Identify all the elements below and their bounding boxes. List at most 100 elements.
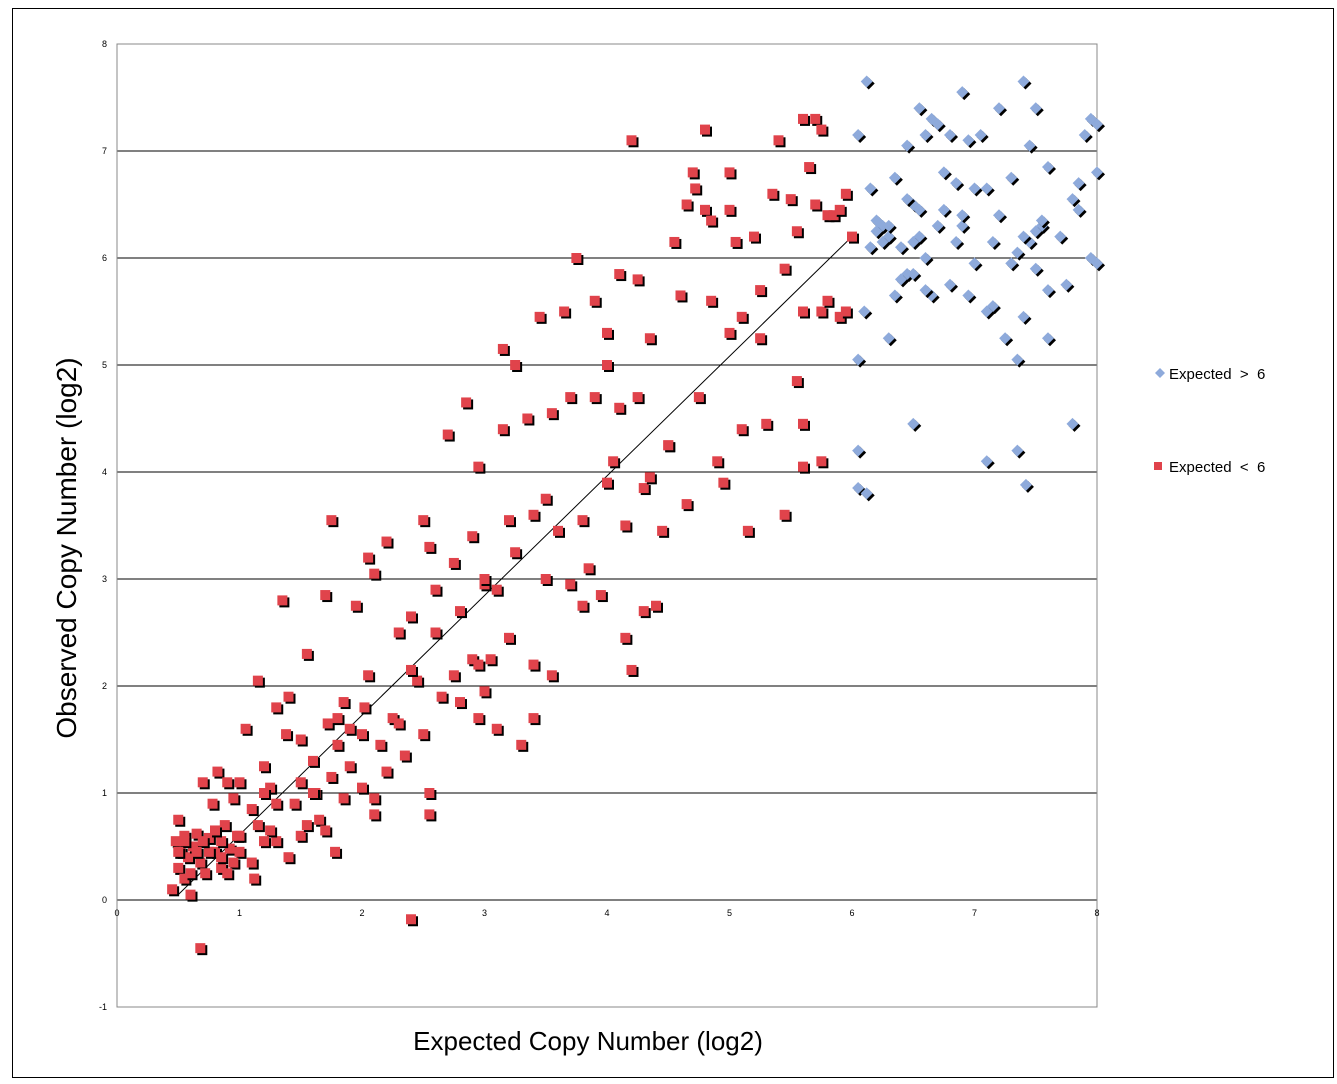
point-square: [485, 654, 496, 665]
point-square: [393, 627, 404, 638]
point-square: [222, 868, 233, 879]
point-square: [810, 199, 821, 210]
point-square: [222, 777, 233, 788]
legend-square-icon: [1154, 462, 1162, 470]
point-diamond: [913, 102, 926, 115]
point-diamond: [876, 235, 889, 248]
point-square: [195, 943, 206, 954]
point-diamond: [858, 305, 871, 318]
point-square: [406, 664, 416, 675]
point-diamond: [993, 209, 1005, 222]
point-square: [381, 766, 392, 777]
y-tick-label: 4: [102, 467, 107, 477]
point-square: [369, 793, 380, 804]
point-square: [706, 215, 717, 226]
point-square: [473, 659, 484, 670]
point-diamond: [1072, 203, 1085, 216]
point-diamond: [1035, 214, 1048, 227]
point-diamond: [919, 128, 932, 141]
point-square: [724, 327, 735, 338]
legend-entry-expected-gt-6: Expected > 6: [1155, 366, 1265, 383]
y-axis-label: Observed Copy Number (log2): [51, 357, 82, 738]
point-square: [259, 788, 269, 798]
point-diamond: [913, 203, 926, 216]
point-diamond: [1029, 225, 1042, 238]
point-diamond: [1042, 161, 1054, 174]
x-tick-label: 4: [604, 908, 609, 918]
point-square: [700, 124, 710, 135]
point-square: [461, 397, 472, 408]
point-square: [203, 832, 214, 843]
point-square: [540, 574, 551, 584]
point-diamond: [950, 235, 963, 248]
point-square: [271, 702, 282, 713]
point-square: [847, 231, 857, 242]
point-square: [553, 525, 563, 536]
point-square: [565, 579, 576, 590]
point-square: [412, 675, 423, 686]
point-diamond: [944, 128, 956, 141]
point-diamond: [980, 455, 993, 468]
y-tick-label: 6: [102, 253, 107, 263]
point-diamond: [1072, 177, 1085, 190]
x-tick-label: 2: [359, 908, 364, 918]
point-square: [301, 820, 312, 831]
point-square: [308, 788, 318, 798]
point-square: [614, 269, 625, 280]
point-square: [785, 194, 796, 205]
point-square: [375, 739, 386, 750]
point-square: [424, 809, 435, 820]
point-square: [804, 162, 815, 173]
point-square: [191, 846, 202, 857]
point-diamond: [962, 289, 975, 302]
point-square: [295, 777, 306, 788]
point-square: [332, 713, 343, 724]
point-diamond: [956, 86, 969, 99]
point-square: [216, 862, 227, 873]
point-diamond: [1011, 353, 1024, 366]
point-square: [718, 477, 729, 488]
point-square: [571, 253, 582, 263]
point-square: [602, 360, 612, 370]
point-square: [271, 798, 282, 809]
point-diamond: [1078, 128, 1091, 141]
point-square: [577, 515, 588, 526]
point-diamond: [931, 118, 944, 131]
point-square: [224, 843, 235, 854]
point-square: [207, 798, 218, 809]
x-tick-label: 3: [482, 908, 487, 918]
point-square: [212, 766, 223, 777]
point-square: [534, 311, 545, 322]
point-square: [359, 702, 370, 713]
point-square: [338, 697, 349, 708]
point-diamond: [919, 252, 932, 264]
point-square: [200, 868, 211, 879]
point-square: [393, 718, 404, 729]
point-diamond: [860, 487, 873, 500]
point-square: [265, 825, 276, 836]
point-square: [228, 857, 239, 868]
point-square: [632, 274, 643, 285]
point-square: [779, 509, 790, 520]
point-square: [840, 188, 851, 199]
point-square: [828, 210, 839, 221]
point-square: [620, 632, 631, 643]
point-square: [657, 525, 668, 536]
point-square: [210, 825, 220, 836]
point-diamond: [968, 182, 981, 195]
point-square: [644, 472, 655, 483]
y-tick-label: 8: [102, 39, 107, 49]
point-diamond: [852, 353, 865, 366]
point-square: [203, 846, 214, 857]
point-square: [816, 124, 827, 135]
point-square: [755, 285, 766, 296]
point-square: [712, 456, 723, 467]
point-diamond: [1017, 230, 1030, 243]
point-square: [473, 713, 484, 724]
point-square: [638, 483, 649, 494]
point-square: [834, 311, 845, 322]
point-diamond: [968, 257, 981, 270]
point-square: [195, 857, 206, 868]
point-square: [369, 809, 380, 820]
